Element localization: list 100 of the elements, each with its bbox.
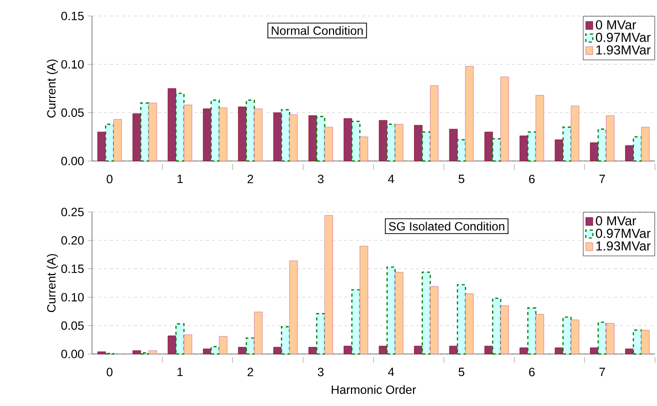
x-tick-label: 0 [106, 368, 112, 376]
legend-label: 0.97MVar [596, 228, 651, 238]
bar [554, 140, 564, 162]
x-tick-label: 1 [178, 368, 183, 376]
x-axis-title: Harmonic Order [332, 385, 416, 394]
bar [218, 336, 228, 354]
bar [218, 108, 228, 162]
bar [520, 136, 528, 162]
bar [344, 346, 352, 354]
bar [344, 118, 352, 162]
bar [273, 112, 282, 162]
bar [527, 131, 536, 162]
x-tick-label: 2 [248, 368, 254, 376]
y-tick-label: 0.05 [61, 321, 84, 330]
bar [590, 142, 598, 162]
x-tick-label: 3 [318, 174, 324, 184]
bar [430, 85, 438, 162]
bar [625, 145, 634, 162]
bar [97, 132, 106, 162]
bar [570, 320, 580, 354]
y-tick-label: 0.15 [61, 264, 84, 274]
x-tick-label: 7 [599, 174, 605, 184]
bar [246, 99, 255, 162]
bar [351, 120, 361, 162]
y-tick-label: 0.00 [61, 350, 84, 358]
x-tick-label: 5 [458, 368, 464, 376]
bar [202, 348, 212, 354]
bar [484, 132, 493, 162]
bar [414, 125, 422, 162]
bar [456, 139, 466, 162]
bar [465, 66, 474, 162]
bar [360, 136, 368, 162]
bar [105, 124, 114, 162]
bar [641, 330, 650, 354]
bar [449, 346, 458, 354]
bar [210, 99, 220, 162]
bar [386, 124, 396, 162]
y-tick-label: 0.00 [61, 156, 84, 166]
bar [422, 272, 431, 355]
bar [378, 120, 388, 162]
x-tick-label: 7 [599, 368, 605, 376]
y-tick-label: 0.15 [61, 12, 84, 20]
bar [562, 126, 572, 162]
bar [148, 350, 157, 354]
x-tick-label: 6 [529, 368, 535, 376]
bar [360, 246, 368, 354]
bar [168, 336, 176, 354]
bar [210, 346, 220, 355]
bar [254, 108, 263, 162]
bar [606, 323, 614, 354]
bar [598, 128, 607, 162]
bar [113, 119, 122, 162]
bar [632, 136, 642, 162]
bar [606, 115, 614, 162]
bar [625, 348, 634, 354]
bar [254, 312, 263, 354]
x-tick-label: 4 [388, 174, 394, 184]
bar [175, 323, 185, 355]
legend-label: 1.93MVar [596, 45, 651, 55]
bar [386, 266, 396, 355]
bar [168, 88, 176, 162]
bar [308, 346, 317, 354]
y-tick-label: 0.10 [61, 60, 84, 69]
bar [570, 106, 580, 162]
bar [492, 138, 502, 162]
bar [316, 116, 326, 162]
bar [590, 348, 598, 354]
bar [132, 113, 141, 162]
legend-label: 0 MVar [596, 216, 636, 226]
bar [140, 102, 150, 162]
bar [632, 330, 642, 355]
bar [280, 109, 290, 162]
bar [273, 346, 282, 354]
bar [148, 102, 157, 162]
bar [598, 322, 607, 355]
bar [422, 131, 431, 162]
bar [289, 114, 298, 162]
bar [351, 289, 361, 355]
bar [449, 128, 458, 162]
bar [492, 298, 502, 355]
text: Normal Condition [272, 26, 363, 35]
bar [289, 260, 298, 354]
x-tick-label: 1 [178, 174, 183, 184]
bar [500, 76, 509, 162]
text: SG Isolated Condition [388, 222, 504, 231]
bar [394, 124, 404, 162]
x-tick-label: 4 [388, 368, 394, 376]
bar [430, 286, 438, 354]
bar [202, 108, 212, 162]
bar [324, 215, 333, 354]
bar [324, 126, 333, 162]
bar [238, 106, 247, 162]
bar [500, 306, 509, 354]
x-tick-label: 2 [248, 174, 254, 184]
y-tick-label: 0.05 [61, 108, 84, 117]
bar [520, 348, 528, 354]
bar [378, 346, 388, 354]
bar [184, 104, 192, 162]
bar [465, 294, 474, 354]
legend-label: 0.97MVar [596, 32, 651, 42]
